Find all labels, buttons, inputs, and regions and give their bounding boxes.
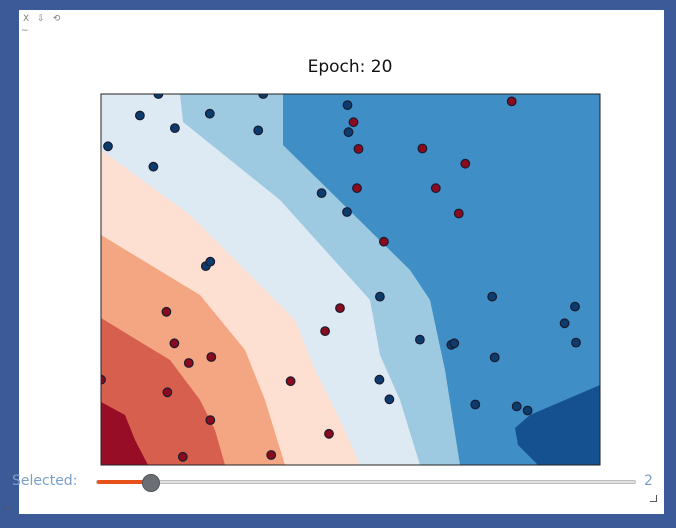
data-point [285, 376, 296, 387]
region-band [101, 402, 148, 465]
data-point [335, 303, 345, 314]
data-point [570, 301, 580, 312]
data-point [417, 143, 428, 154]
panel-left-border [10, 10, 19, 514]
data-point [522, 405, 533, 416]
slider-fill [97, 480, 151, 484]
data-point [353, 143, 364, 154]
plot-frame [100, 93, 601, 466]
data-point [320, 326, 331, 337]
data-point [449, 338, 460, 349]
data-point [375, 291, 385, 302]
data-point [161, 306, 172, 317]
data-point [101, 374, 106, 385]
data-point [266, 450, 277, 460]
data-point [148, 161, 159, 172]
data-point [571, 337, 581, 348]
plot-title: Epoch: 20 [307, 57, 393, 77]
data-point [487, 291, 498, 302]
data-point [316, 188, 327, 199]
data-point [258, 94, 269, 99]
resize-handle-left[interactable] [3, 502, 10, 509]
data-point [430, 183, 441, 194]
data-point [460, 158, 471, 169]
data-point [489, 352, 500, 363]
slider-handle[interactable] [142, 474, 160, 492]
slider-label: Selected: [12, 473, 78, 489]
data-point [511, 401, 522, 412]
data-point [352, 183, 362, 194]
data-point [169, 123, 180, 134]
close-icon[interactable]: X [23, 14, 30, 24]
data-point [348, 117, 359, 128]
data-point [162, 387, 173, 398]
data-point [342, 207, 352, 217]
decision-regions [101, 94, 600, 465]
region-band [515, 385, 600, 465]
data-point [374, 374, 385, 385]
data-point [415, 334, 425, 345]
data-point [559, 318, 570, 329]
data-point [342, 100, 353, 110]
data-point [204, 108, 215, 119]
reset-icon[interactable]: ⟲ [52, 14, 61, 24]
download-icon[interactable]: ⇩ [37, 14, 45, 24]
data-point [384, 394, 395, 405]
data-point [206, 352, 217, 362]
data-point [324, 428, 334, 439]
data-point [103, 141, 113, 152]
epoch-slider[interactable] [96, 474, 636, 492]
data-point [153, 94, 164, 99]
resize-handle-right[interactable] [650, 495, 657, 502]
data-point [205, 256, 216, 267]
slider-value: 2 [644, 473, 653, 489]
data-point [169, 338, 180, 349]
data-point [134, 110, 145, 121]
data-point [379, 236, 389, 247]
data-point [506, 96, 517, 107]
data-point [183, 358, 194, 368]
data-point [253, 125, 264, 136]
data-point [453, 208, 464, 219]
data-point [177, 451, 188, 462]
data-point [343, 127, 354, 138]
epoch-slider-row: Selected: 2 [12, 471, 653, 492]
data-point [470, 399, 481, 410]
tilde-mark: ~ [21, 26, 29, 36]
scatter-points [101, 94, 581, 462]
data-point [205, 415, 216, 426]
figure-toolbar: X ⇩ ⟲ [23, 12, 60, 26]
